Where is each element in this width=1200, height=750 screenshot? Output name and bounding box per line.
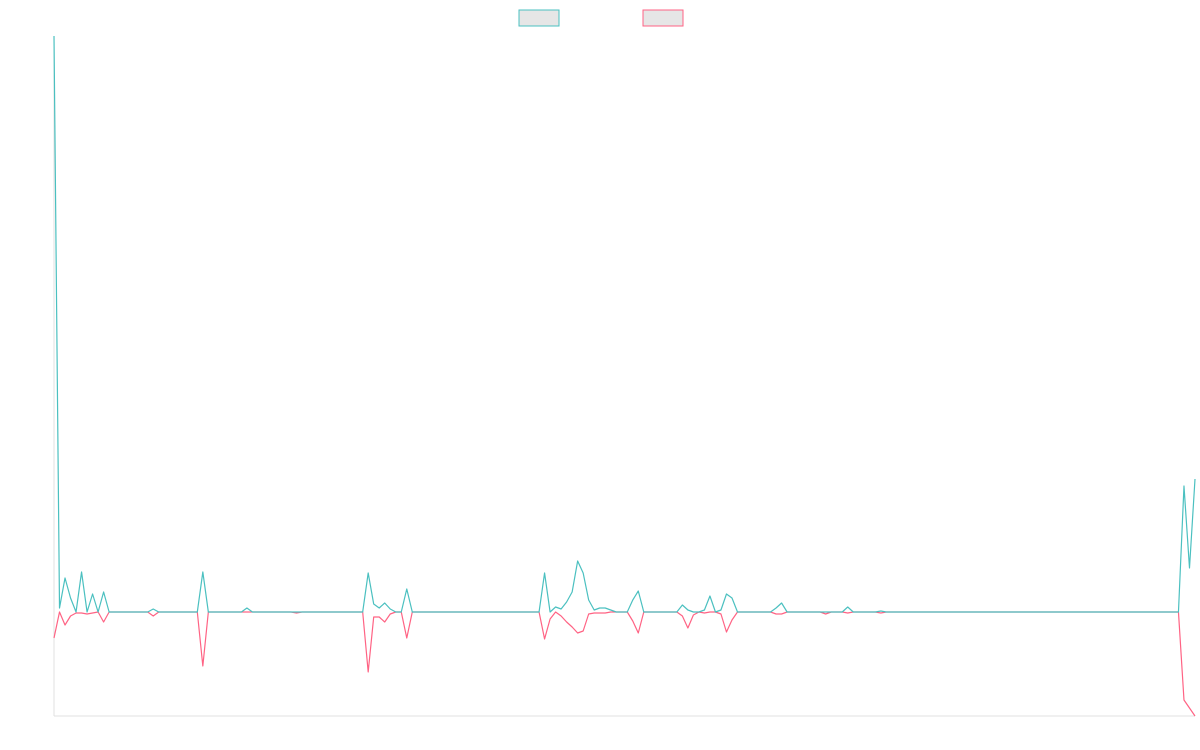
series-line bbox=[53, 35, 1196, 613]
legend-swatch[interactable] bbox=[642, 9, 684, 27]
legend-swatch[interactable] bbox=[518, 9, 560, 27]
series-line bbox=[53, 611, 1196, 717]
